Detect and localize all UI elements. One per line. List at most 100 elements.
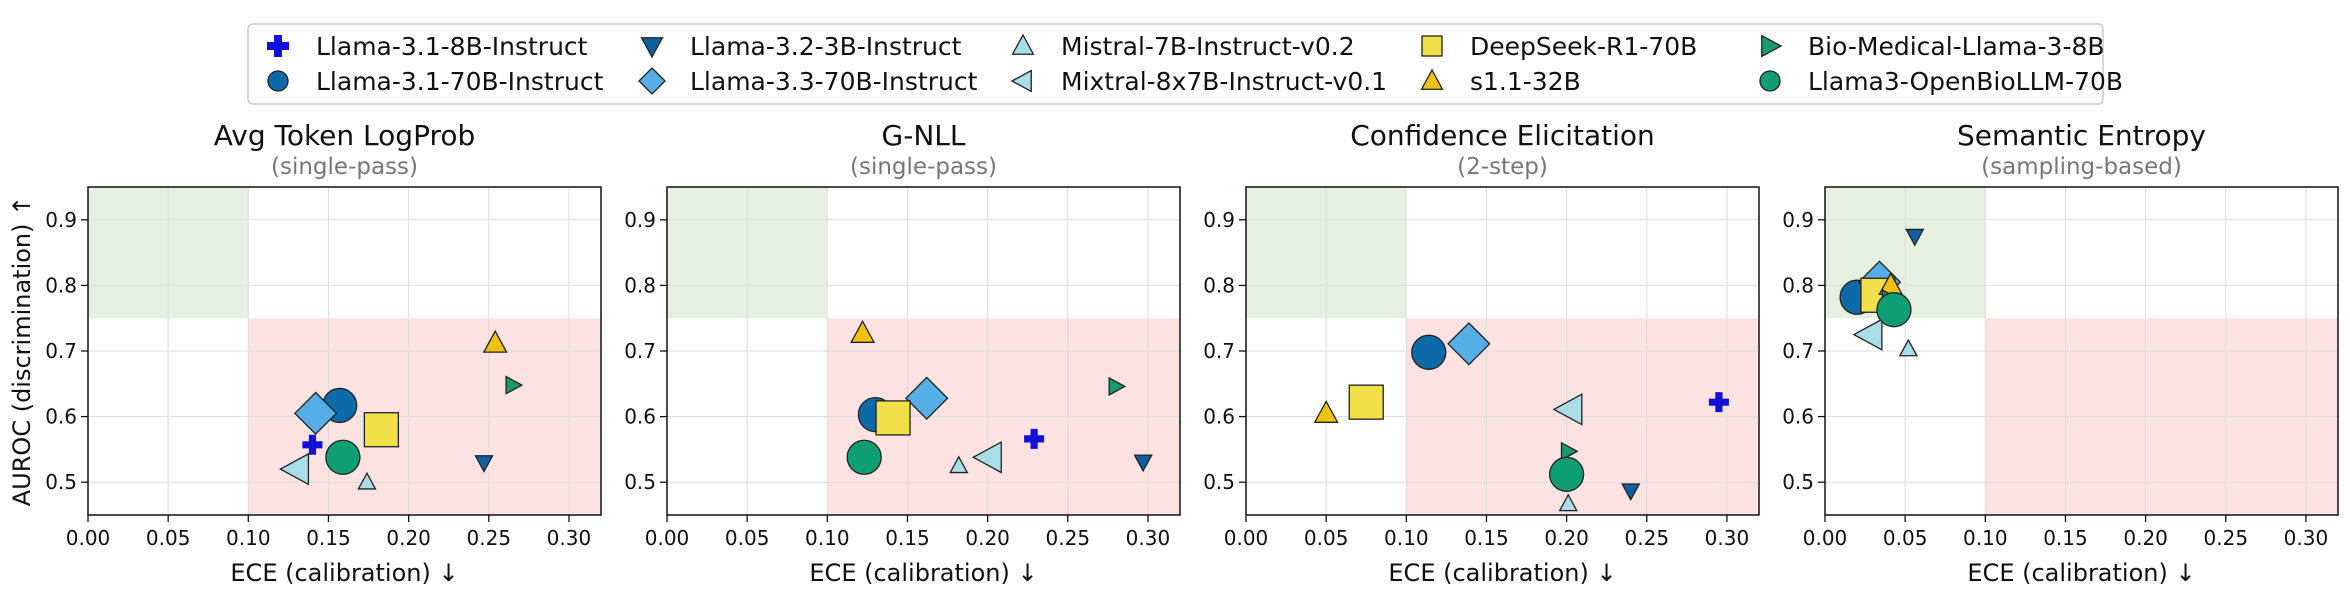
panel-title: Avg Token LogProb [214, 119, 476, 152]
y-tick-label: 0.9 [1203, 208, 1235, 232]
point-mistral-7b-instruct-v0-2 [949, 455, 969, 474]
point-mixtral-8x7b-instruct-v0-1 [971, 440, 1002, 474]
panels: Avg Token LogProb(single-pass)0.00 0.05 0.… [8, 119, 2339, 587]
point-llama-3-3-70b-instruct [1447, 322, 1491, 366]
point-llama3-openbiollm-70b [1548, 456, 1585, 492]
y-tick-label: 0.8 [1203, 273, 1235, 297]
axes-frame [1245, 186, 1760, 516]
point-mistral-7b-instruct-v0-2 [1558, 493, 1578, 512]
x-tick-label: 0.10 [1963, 526, 2008, 550]
point-llama-3-2-3b-instruct [1133, 454, 1153, 473]
point-s1-1-32b [1313, 399, 1339, 423]
point-bio-medical-llama-3-8b [1560, 441, 1579, 462]
legend-label-llama3-openbiollm-70b: Llama3-OpenBioLLM-70B [1808, 67, 2123, 96]
point-llama-3-1-8b-instruct [302, 434, 323, 455]
x-tick-label: 0.05 [1304, 526, 1349, 550]
point-deepseek-r1-70b [363, 412, 400, 448]
x-tick-label: 0.25 [467, 526, 512, 550]
x-tick-label: 0.20 [2123, 526, 2168, 550]
panel-g-nll: G-NLL(single-pass) 0.00 0.05 0.10 0.15 0.20 0.… [624, 119, 1181, 587]
point-mixtral-8x7b-instruct-v0-1 [1552, 393, 1583, 426]
x-axis-label: ECE (calibration) ↓ [230, 559, 458, 587]
x-tick-label: 0.00 [1224, 526, 1269, 550]
x-tick-label: 0.15 [1464, 526, 1509, 550]
y-tick-label: 0.8 [624, 273, 656, 297]
x-tick-label: 0.00 [1803, 526, 1848, 550]
point-llama3-openbiollm-70b [846, 439, 882, 475]
x-tick-label: 0.10 [226, 526, 271, 550]
legend-label-mixtral-8x7b-instruct-v0-1: Mixtral-8x7B-Instruct-v0.1 [1061, 67, 1387, 96]
x-tick-label: 0.15 [306, 526, 351, 550]
panel-title: Semantic Entropy [1957, 119, 2206, 152]
x-tick-label: 0.00 [645, 526, 690, 550]
y-tick-label: 0.5 [1782, 470, 1814, 494]
panel-subtitle: (single-pass) [850, 154, 997, 180]
x-tick-label: 0.30 [547, 526, 592, 550]
point-s1-1-32b [850, 319, 876, 343]
x-tick-label: 0.15 [885, 526, 930, 550]
legend-label-deepseek-r1-70b: DeepSeek-R1-70B [1470, 32, 1697, 61]
x-tick-label: 0.10 [805, 526, 850, 550]
y-tick-label: 0.9 [45, 208, 77, 232]
legend-label-s1-1-32b: s1.1-32B [1470, 67, 1581, 96]
legend-label-llama-3-2-3b-instruct: Llama-3.2-3B-Instruct [690, 32, 962, 61]
legend-marker-llama-3-1-70b-instruct [267, 70, 289, 92]
legend-label-llama-3-3-70b-instruct: Llama-3.3-70B-Instruct [690, 67, 978, 96]
x-tick-label: 0.25 [1046, 526, 1091, 550]
legend-marker-llama-3-1-8b-instruct [267, 35, 289, 57]
x-tick-label: 0.30 [1705, 526, 1750, 550]
point-llama-3-2-3b-instruct [1621, 483, 1641, 502]
panel-title: Confidence Elicitation [1350, 119, 1655, 152]
x-tick-label: 0.05 [725, 526, 770, 550]
x-tick-label: 0.25 [2204, 526, 2249, 550]
x-tick-label: 0.10 [1384, 526, 1429, 550]
point-mixtral-8x7b-instruct-v0-1 [279, 452, 310, 486]
x-tick-label: 0.30 [1126, 526, 1171, 550]
y-axis-label: AUROC (discrimination) ↑ [8, 196, 36, 506]
point-mistral-7b-instruct-v0-2 [1898, 338, 1919, 357]
point-llama-3-1-8b-instruct [1024, 428, 1045, 449]
legend-label-llama-3-1-8b-instruct: Llama-3.1-8B-Instruct [316, 32, 588, 61]
x-tick-label: 0.15 [2043, 526, 2088, 550]
x-tick-label: 0.20 [386, 526, 431, 550]
legend-marker-bio-medical-llama-3-8b [1761, 34, 1783, 58]
panel-subtitle: (single-pass) [271, 154, 418, 180]
x-tick-label: 0.00 [66, 526, 111, 550]
legend-marker-mistral-7b-instruct-v0-2 [1011, 33, 1035, 55]
y-tick-label: 0.5 [45, 470, 77, 494]
y-tick-label: 0.6 [45, 405, 77, 429]
axes-frame [666, 186, 1181, 516]
y-tick-label: 0.8 [45, 273, 77, 297]
legend-marker-llama3-openbiollm-70b [1759, 70, 1781, 92]
point-llama-3-1-70b-instruct [1411, 334, 1447, 370]
legend-label-llama-3-1-70b-instruct: Llama-3.1-70B-Instruct [316, 67, 604, 96]
y-tick-label: 0.7 [1782, 339, 1814, 363]
point-deepseek-r1-70b [875, 400, 911, 436]
y-tick-label: 0.6 [1782, 405, 1814, 429]
panel-subtitle: (sampling-based) [1981, 154, 2182, 180]
y-tick-label: 0.9 [624, 208, 656, 232]
y-tick-label: 0.5 [624, 470, 656, 494]
axes-frame [87, 186, 602, 516]
point-mixtral-8x7b-instruct-v0-1 [1852, 318, 1883, 351]
point-llama-3-2-3b-instruct [1905, 228, 1925, 247]
legend-marker-llama-3-2-3b-instruct [640, 37, 664, 59]
legend-marker-mixtral-8x7b-instruct-v0-1 [1010, 69, 1032, 93]
x-axis-label: ECE (calibration) ↓ [1967, 559, 2195, 587]
legend-marker-llama-3-3-70b-instruct [638, 67, 666, 95]
point-llama-3-1-8b-instruct [1708, 392, 1729, 413]
x-tick-label: 0.05 [146, 526, 191, 550]
point-llama-3-2-3b-instruct [474, 455, 494, 473]
x-tick-label: 0.25 [1625, 526, 1670, 550]
axes-frame [1824, 186, 2339, 516]
x-tick-label: 0.30 [2284, 526, 2329, 550]
x-tick-label: 0.20 [1544, 526, 1589, 550]
point-bio-medical-llama-3-8b [1108, 376, 1127, 397]
point-llama-3-3-70b-instruct [904, 376, 949, 420]
y-tick-label: 0.6 [1203, 405, 1235, 429]
panel-subtitle: (2-step) [1457, 154, 1548, 180]
legend: Llama-3.1-8B-Instruct Llama-3.1-70B-Instr… [247, 23, 2123, 105]
y-tick-label: 0.9 [1782, 208, 1814, 232]
legend-label-mistral-7b-instruct-v0-2: Mistral-7B-Instruct-v0.2 [1061, 32, 1355, 61]
point-llama3-openbiollm-70b [1876, 292, 1912, 328]
